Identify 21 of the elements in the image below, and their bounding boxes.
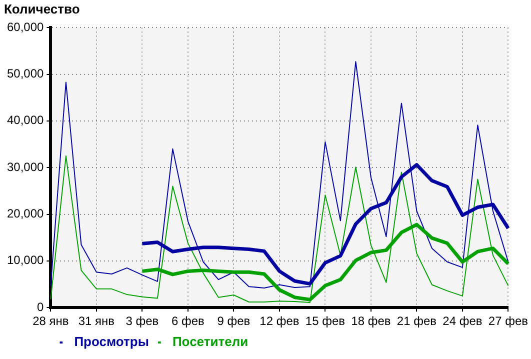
- y-axis-title: Количество: [4, 1, 80, 16]
- x-tick-label: 18 фев: [351, 314, 391, 328]
- y-tick-label: 40,000: [7, 113, 44, 128]
- legend-label: Просмотры: [74, 334, 149, 350]
- x-tick-label: 31 янв: [78, 314, 115, 328]
- y-tick-label: 10,000: [7, 253, 44, 268]
- y-tick-label: 60,000: [7, 20, 44, 34]
- x-tick-label: 27 фев: [488, 314, 528, 328]
- legend-label: Посетители: [172, 334, 248, 350]
- x-tick-label: 9 фев: [217, 314, 250, 328]
- y-tick-label: 30,000: [7, 160, 44, 174]
- y-tick-label: 20,000: [7, 206, 44, 221]
- x-tick-label: 3 фев: [126, 314, 159, 328]
- y-tick-label: 0: [37, 300, 44, 314]
- y-tick-label: 50,000: [7, 66, 44, 81]
- x-tick-label: 12 фев: [260, 314, 300, 328]
- x-tick-label: 6 фев: [171, 314, 204, 328]
- x-tick-label: 21 фев: [396, 314, 437, 328]
- x-tick-label: 24 фев: [442, 314, 482, 328]
- x-tick-label: 28 янв: [32, 314, 69, 328]
- x-tick-label: 15 фев: [305, 314, 346, 328]
